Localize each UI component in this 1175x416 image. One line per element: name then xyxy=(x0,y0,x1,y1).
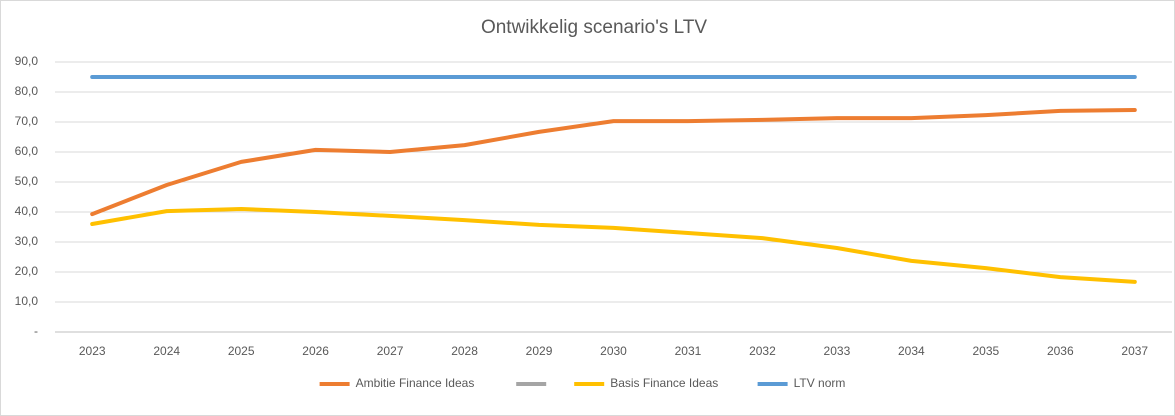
y-tick-label: 10,0 xyxy=(15,294,39,308)
x-tick-label: 2024 xyxy=(153,344,180,358)
legend-label: Ambitie Finance Ideas xyxy=(356,376,475,390)
x-tick-label: 2036 xyxy=(1047,344,1074,358)
y-tick-label: 40,0 xyxy=(15,204,39,218)
chart-title: Ontwikkelig scenario's LTV xyxy=(481,17,707,38)
x-tick-label: 2026 xyxy=(302,344,329,358)
y-tick-label: - xyxy=(34,324,38,338)
x-tick-label: 2030 xyxy=(600,344,627,358)
x-tick-label: 2032 xyxy=(749,344,776,358)
y-tick-label: 30,0 xyxy=(15,234,39,248)
legend-label: Basis Finance Ideas xyxy=(610,376,718,390)
x-tick-label: 2031 xyxy=(675,344,702,358)
y-tick-label: 80,0 xyxy=(15,84,39,98)
series-line xyxy=(90,108,1137,217)
x-tick-label: 2037 xyxy=(1121,344,1148,358)
y-tick-label: 20,0 xyxy=(15,264,39,278)
x-tick-label: 2027 xyxy=(377,344,404,358)
x-tick-label: 2025 xyxy=(228,344,255,358)
x-tick-label: 2029 xyxy=(526,344,553,358)
y-tick-label: 70,0 xyxy=(15,114,39,128)
y-tick-label: 60,0 xyxy=(15,144,39,158)
y-tick-label: 50,0 xyxy=(15,174,39,188)
x-tick-label: 2028 xyxy=(451,344,478,358)
legend-label: LTV norm xyxy=(794,376,846,390)
x-tick-label: 2034 xyxy=(898,344,925,358)
x-tick-label: 2033 xyxy=(824,344,851,358)
y-tick-label: 90,0 xyxy=(15,54,39,68)
x-tick-label: 2035 xyxy=(972,344,999,358)
series-line xyxy=(90,207,1137,284)
x-tick-label: 2023 xyxy=(79,344,106,358)
